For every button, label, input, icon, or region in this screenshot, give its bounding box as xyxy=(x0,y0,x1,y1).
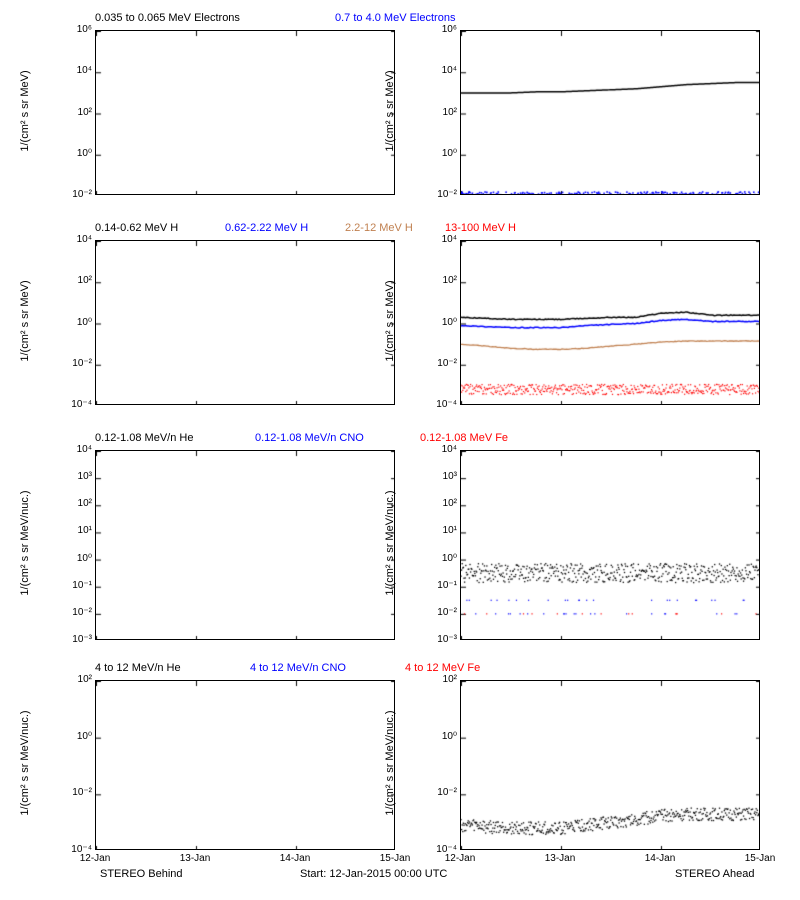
x-tick-label: 13-Jan xyxy=(170,853,220,864)
y-tick-label: 10⁰ xyxy=(60,553,92,564)
y-axis-label: 1/(cm² s sr MeV/nuc.) xyxy=(384,693,396,833)
plot-canvas xyxy=(461,681,760,850)
legend-item: 0.12-1.08 MeV Fe xyxy=(420,432,508,444)
y-tick-label: 10² xyxy=(425,498,457,509)
y-tick-label: 10⁻² xyxy=(425,189,457,200)
y-tick-label: 10⁰ xyxy=(60,148,92,159)
legend-item: 0.12-1.08 MeV/n CNO xyxy=(255,432,364,444)
plot-canvas xyxy=(96,451,395,640)
plot-canvas xyxy=(461,31,760,195)
y-tick-label: 10⁻² xyxy=(425,607,457,618)
y-tick-label: 10⁰ xyxy=(425,553,457,564)
x-tick-label: 15-Jan xyxy=(735,853,785,864)
panel-ahead xyxy=(460,680,760,850)
y-tick-label: 10² xyxy=(60,275,92,286)
panel-behind xyxy=(95,680,395,850)
y-tick-label: 10⁻² xyxy=(60,607,92,618)
chart-grid: 0.035 to 0.065 MeV Electrons 0.7 to 4.0 M… xyxy=(0,0,800,900)
y-tick-label: 10³ xyxy=(60,471,92,482)
panel-ahead xyxy=(460,240,760,405)
panel-behind xyxy=(95,450,395,640)
panel-ahead xyxy=(460,450,760,640)
x-tick-label: 12-Jan xyxy=(435,853,485,864)
plot-canvas xyxy=(96,31,395,195)
x-tick-label: 14-Jan xyxy=(635,853,685,864)
y-axis-label: 1/(cm² s sr MeV) xyxy=(19,41,31,181)
panel-behind xyxy=(95,30,395,195)
y-tick-label: 10⁻¹ xyxy=(425,580,457,591)
y-tick-label: 10² xyxy=(425,275,457,286)
x-tick-label: 12-Jan xyxy=(70,853,120,864)
legend-item: 4 to 12 MeV/n He xyxy=(95,662,181,674)
y-tick-label: 10¹ xyxy=(60,525,92,536)
plot-canvas xyxy=(96,241,395,405)
legend-item: 4 to 12 MeV Fe xyxy=(405,662,480,674)
legend-item: 0.62-2.22 MeV H xyxy=(225,222,308,234)
panel-behind xyxy=(95,240,395,405)
label-start-time: Start: 12-Jan-2015 00:00 UTC xyxy=(300,868,447,880)
y-tick-label: 10⁶ xyxy=(425,24,457,35)
y-tick-label: 10⁰ xyxy=(425,731,457,742)
y-tick-label: 10⁴ xyxy=(60,444,92,455)
y-tick-label: 10⁶ xyxy=(60,24,92,35)
y-tick-label: 10⁴ xyxy=(425,65,457,76)
y-tick-label: 10³ xyxy=(425,471,457,482)
y-tick-label: 10⁻³ xyxy=(60,634,92,645)
y-tick-label: 10¹ xyxy=(425,525,457,536)
label-stereo-ahead: STEREO Ahead xyxy=(675,868,755,880)
y-tick-label: 10⁰ xyxy=(60,731,92,742)
y-axis-label: 1/(cm² s sr MeV/nuc.) xyxy=(19,473,31,613)
y-tick-label: 10⁻⁴ xyxy=(425,399,457,410)
y-tick-label: 10⁰ xyxy=(425,317,457,328)
x-tick-label: 13-Jan xyxy=(535,853,585,864)
y-tick-label: 10⁻² xyxy=(425,787,457,798)
y-axis-label: 1/(cm² s sr MeV) xyxy=(384,251,396,391)
label-stereo-behind: STEREO Behind xyxy=(100,868,183,880)
y-tick-label: 10² xyxy=(60,674,92,685)
y-tick-label: 10⁰ xyxy=(425,148,457,159)
legend-item: 0.14-0.62 MeV H xyxy=(95,222,178,234)
legend-item: 0.7 to 4.0 MeV Electrons xyxy=(335,12,455,24)
legend-item: 4 to 12 MeV/n CNO xyxy=(250,662,346,674)
legend-item: 0.12-1.08 MeV/n He xyxy=(95,432,193,444)
legend-item: 2.2-12 MeV H xyxy=(345,222,413,234)
panel-ahead xyxy=(460,30,760,195)
y-tick-label: 10⁻² xyxy=(60,787,92,798)
y-tick-label: 10⁻¹ xyxy=(60,580,92,591)
y-tick-label: 10⁴ xyxy=(60,65,92,76)
x-tick-label: 15-Jan xyxy=(370,853,420,864)
y-tick-label: 10² xyxy=(425,107,457,118)
y-tick-label: 10⁴ xyxy=(425,444,457,455)
y-axis-label: 1/(cm² s sr MeV/nuc.) xyxy=(19,693,31,833)
y-tick-label: 10⁻⁴ xyxy=(60,399,92,410)
x-tick-label: 14-Jan xyxy=(270,853,320,864)
y-axis-label: 1/(cm² s sr MeV) xyxy=(19,251,31,391)
y-axis-label: 1/(cm² s sr MeV/nuc.) xyxy=(384,473,396,613)
y-tick-label: 10⁴ xyxy=(425,234,457,245)
y-tick-label: 10² xyxy=(425,674,457,685)
y-tick-label: 10⁻² xyxy=(425,358,457,369)
legend-item: 13-100 MeV H xyxy=(445,222,516,234)
plot-canvas xyxy=(461,451,760,640)
y-tick-label: 10⁴ xyxy=(60,234,92,245)
y-axis-label: 1/(cm² s sr MeV) xyxy=(384,41,396,181)
legend-item: 0.035 to 0.065 MeV Electrons xyxy=(95,12,240,24)
y-tick-label: 10⁻² xyxy=(60,189,92,200)
plot-canvas xyxy=(96,681,395,850)
y-tick-label: 10⁰ xyxy=(60,317,92,328)
y-tick-label: 10⁻² xyxy=(60,358,92,369)
y-tick-label: 10⁻³ xyxy=(425,634,457,645)
y-tick-label: 10² xyxy=(60,107,92,118)
y-tick-label: 10² xyxy=(60,498,92,509)
plot-canvas xyxy=(461,241,760,405)
